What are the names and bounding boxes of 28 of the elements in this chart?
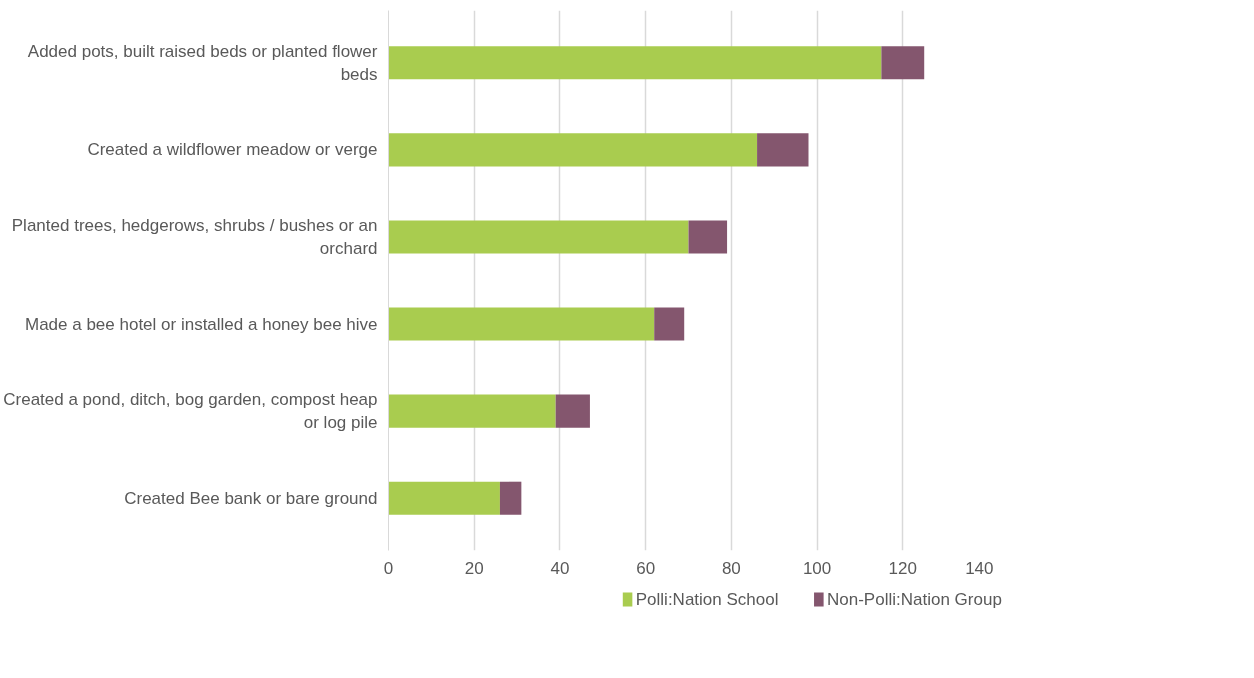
bar: [388, 307, 655, 341]
y-tick-label: Created Bee bank or bare ground: [124, 488, 378, 508]
bar: [388, 220, 689, 254]
y-tick-label: Planted trees, hedgerows, shrubs / bushes or an orchard: [11, 216, 378, 258]
y-tick-label: Made a bee hotel or installed a honey bee hive: [24, 314, 378, 334]
y-tick-label: Created a wildflower meadow or verge: [87, 140, 378, 160]
y-tick-label: Created a pond, ditch, bog garden, compost heap or log pile: [3, 390, 378, 433]
bar: [654, 307, 685, 341]
x-tick-label: 120: [888, 558, 917, 578]
bar: [757, 133, 809, 167]
x-tick-label: 140: [965, 558, 994, 578]
x-tick-label: 40: [550, 558, 570, 578]
x-tick-label: 80: [721, 558, 741, 578]
x-tick-label: 20: [464, 558, 484, 578]
x-tick-label: 100: [802, 558, 832, 578]
bar: [881, 46, 925, 80]
bar: [388, 46, 882, 80]
bar: [388, 481, 500, 515]
y-tick-label: Added pots, built raised beds or planted flower beds: [27, 41, 378, 84]
x-tick-label: 0: [383, 558, 394, 578]
bar: [388, 394, 556, 428]
legend-label: Non-Polli:Nation Group: [827, 590, 1002, 609]
legend-label: Polli:Nation School: [635, 590, 779, 609]
bar: [388, 133, 758, 167]
bar: [688, 220, 728, 254]
x-tick-label: 60: [636, 558, 656, 578]
bar: [555, 394, 590, 428]
bar: [499, 481, 522, 515]
